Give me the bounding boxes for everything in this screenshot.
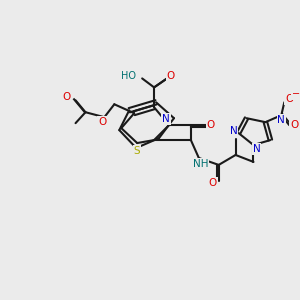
Text: S: S (134, 146, 140, 156)
Text: O: O (62, 92, 70, 102)
Text: O: O (285, 94, 293, 104)
Text: N: N (230, 126, 238, 136)
Text: O: O (98, 117, 106, 127)
Text: +: + (290, 121, 297, 130)
Text: N: N (253, 144, 260, 154)
Text: HO: HO (121, 71, 136, 81)
Text: O: O (290, 120, 298, 130)
Text: N: N (278, 115, 285, 125)
Text: O: O (207, 120, 215, 130)
Text: −: − (292, 89, 300, 99)
Text: O: O (208, 178, 217, 188)
Text: O: O (167, 71, 175, 81)
Text: N: N (162, 114, 170, 124)
Text: NH: NH (193, 159, 208, 169)
